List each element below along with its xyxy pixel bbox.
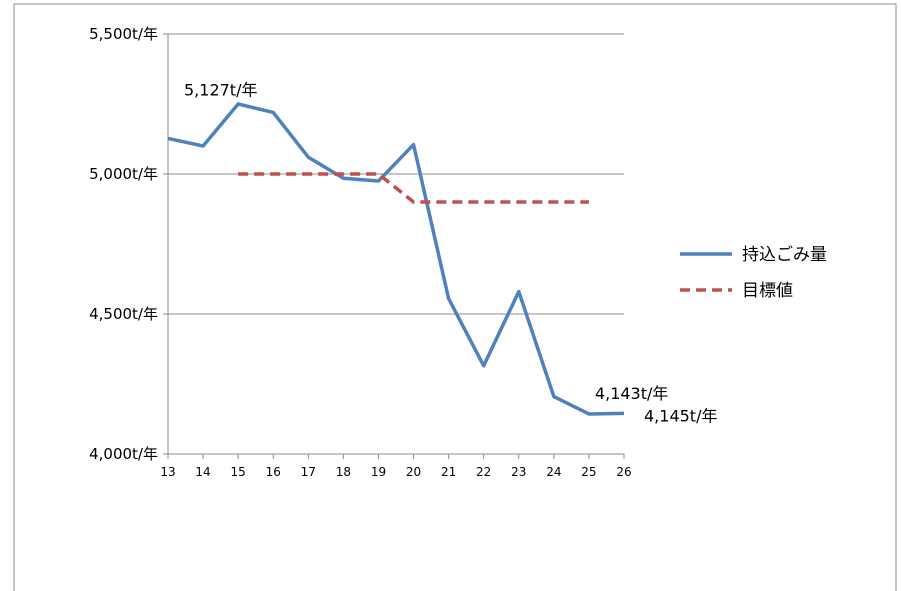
x-tick-label: 20: [406, 465, 421, 479]
x-tick-label: 23: [511, 465, 526, 479]
x-tick-label: 21: [441, 465, 456, 479]
y-tick-label: 5,500t/年: [89, 25, 158, 43]
x-tick-label: 14: [195, 465, 210, 479]
x-tick-label: 16: [266, 465, 281, 479]
x-tick-label: 13: [160, 465, 175, 479]
series-group: [167, 102, 625, 416]
legend-label-0: 持込ごみ量: [742, 245, 827, 265]
chart-border: [13, 3, 897, 591]
y-tick-label: 4,000t/年: [89, 445, 158, 463]
x-axis-ticks: 13 14 15 16 17 18 19 20 21 22 23 24 25 26: [160, 454, 632, 479]
x-tick-label: 22: [476, 465, 491, 479]
annotation-label: 4,145t/年: [644, 406, 717, 425]
x-tick-label: 26: [616, 465, 631, 479]
annotation-label: 5,127t/年: [184, 80, 257, 99]
series-line-0: [167, 102, 625, 416]
data-annotations: 5,127t/年 4,143t/年 4,145t/年: [184, 80, 717, 425]
y-axis-ticks: 5,500t/年 5,000t/年 4,500t/年 4,000t/年: [89, 25, 168, 463]
x-tick-label: 15: [231, 465, 246, 479]
x-tick-label: 18: [336, 465, 351, 479]
axes: [167, 34, 624, 455]
annotation-label: 4,143t/年: [595, 384, 668, 403]
y-tick-label: 5,000t/年: [89, 165, 158, 183]
x-tick-label: 25: [581, 465, 596, 479]
x-tick-label: 19: [371, 465, 386, 479]
series-line-1: [238, 172, 589, 204]
x-tick-label: 17: [301, 465, 316, 479]
y-tick-label: 4,500t/年: [89, 305, 158, 323]
x-tick-label: 24: [546, 465, 561, 479]
legend-label-1: 目標値: [742, 281, 793, 301]
